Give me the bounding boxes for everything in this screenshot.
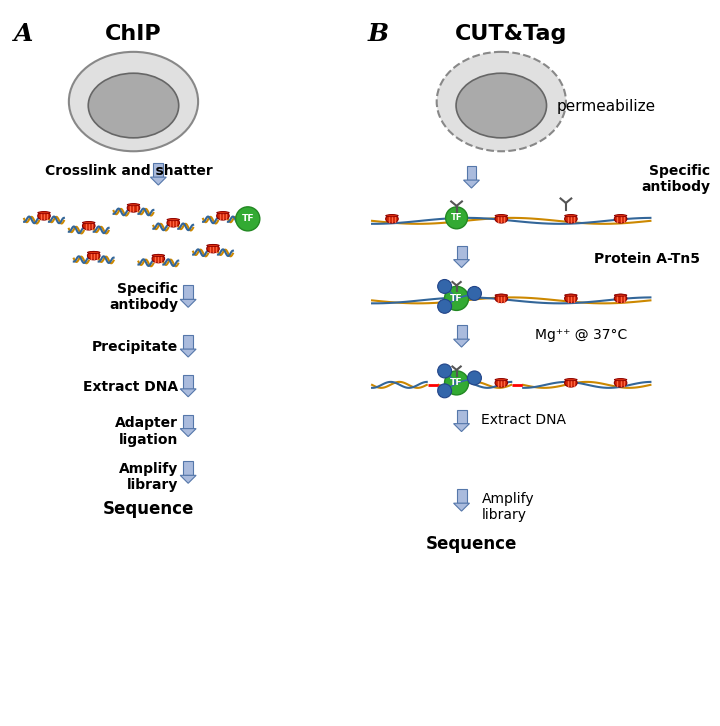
Ellipse shape <box>614 379 627 387</box>
Text: Mg⁺⁺ @ 37°C: Mg⁺⁺ @ 37°C <box>535 328 627 342</box>
Text: Sequence: Sequence <box>426 535 517 553</box>
Bar <box>456 489 467 503</box>
Text: Amplify
library: Amplify library <box>119 462 179 492</box>
Circle shape <box>446 207 467 229</box>
Circle shape <box>438 384 451 398</box>
Ellipse shape <box>564 379 577 380</box>
Bar <box>183 375 193 389</box>
Bar <box>183 335 193 349</box>
Text: permeabilize: permeabilize <box>557 99 655 114</box>
Text: TF: TF <box>241 214 254 224</box>
Ellipse shape <box>217 212 229 220</box>
Ellipse shape <box>167 219 179 227</box>
Ellipse shape <box>564 215 577 217</box>
Bar <box>456 325 467 339</box>
Text: Precipitate: Precipitate <box>92 340 179 354</box>
Ellipse shape <box>37 212 50 220</box>
Text: CUT&Tag: CUT&Tag <box>455 24 567 44</box>
Bar <box>183 285 193 299</box>
Ellipse shape <box>152 254 165 263</box>
Polygon shape <box>180 349 196 357</box>
Ellipse shape <box>87 251 100 260</box>
Polygon shape <box>150 177 166 185</box>
Ellipse shape <box>495 379 508 387</box>
Text: ChIP: ChIP <box>105 24 162 44</box>
Text: Extract DNA: Extract DNA <box>482 412 567 427</box>
Text: TF: TF <box>451 213 462 222</box>
Ellipse shape <box>495 379 508 380</box>
Text: TF: TF <box>450 294 463 303</box>
Ellipse shape <box>207 245 220 247</box>
Polygon shape <box>454 260 469 268</box>
Ellipse shape <box>614 294 627 296</box>
Ellipse shape <box>89 73 179 138</box>
Text: Amplify
library: Amplify library <box>482 492 534 522</box>
Ellipse shape <box>456 73 546 138</box>
Ellipse shape <box>386 215 398 217</box>
Ellipse shape <box>207 245 220 253</box>
Ellipse shape <box>614 215 627 217</box>
Polygon shape <box>454 424 469 431</box>
Circle shape <box>444 371 469 395</box>
Ellipse shape <box>495 215 508 217</box>
Text: B: B <box>367 22 388 46</box>
Circle shape <box>438 280 451 293</box>
Ellipse shape <box>87 251 100 253</box>
Bar <box>183 462 193 476</box>
Ellipse shape <box>83 221 95 230</box>
Circle shape <box>467 371 482 385</box>
Ellipse shape <box>37 212 50 213</box>
Ellipse shape <box>167 219 179 221</box>
Ellipse shape <box>127 204 140 212</box>
Ellipse shape <box>69 52 198 151</box>
Ellipse shape <box>152 254 165 256</box>
Polygon shape <box>180 299 196 307</box>
Ellipse shape <box>564 294 577 303</box>
Polygon shape <box>180 476 196 484</box>
Text: Protein A-Tn5: Protein A-Tn5 <box>594 252 700 266</box>
Text: Specific
antibody: Specific antibody <box>641 164 710 194</box>
Bar <box>456 245 467 260</box>
Circle shape <box>438 364 451 378</box>
Polygon shape <box>454 503 469 511</box>
Bar <box>467 166 477 180</box>
Ellipse shape <box>564 379 577 387</box>
Ellipse shape <box>564 215 577 223</box>
Circle shape <box>438 299 451 314</box>
Ellipse shape <box>386 215 398 223</box>
Text: Adapter
ligation: Adapter ligation <box>115 417 179 446</box>
Ellipse shape <box>495 215 508 223</box>
Ellipse shape <box>614 215 627 223</box>
Polygon shape <box>180 389 196 397</box>
Text: Crosslink and shatter: Crosslink and shatter <box>45 164 213 178</box>
Text: TF: TF <box>450 378 463 388</box>
Circle shape <box>444 286 469 311</box>
Polygon shape <box>464 180 480 188</box>
Ellipse shape <box>495 294 508 303</box>
Polygon shape <box>180 428 196 436</box>
Ellipse shape <box>614 294 627 303</box>
Text: Sequence: Sequence <box>103 500 194 518</box>
Text: Extract DNA: Extract DNA <box>83 380 179 394</box>
Ellipse shape <box>127 204 140 205</box>
Ellipse shape <box>437 52 566 151</box>
Text: Specific
antibody: Specific antibody <box>109 282 179 312</box>
Bar <box>183 415 193 428</box>
Text: A: A <box>14 22 34 46</box>
Bar <box>153 163 163 177</box>
Ellipse shape <box>564 294 577 296</box>
Ellipse shape <box>217 212 229 213</box>
Ellipse shape <box>614 379 627 380</box>
Ellipse shape <box>83 221 95 224</box>
Circle shape <box>467 287 482 301</box>
Circle shape <box>235 207 260 231</box>
Ellipse shape <box>495 294 508 296</box>
Polygon shape <box>454 339 469 347</box>
Bar <box>456 409 467 424</box>
